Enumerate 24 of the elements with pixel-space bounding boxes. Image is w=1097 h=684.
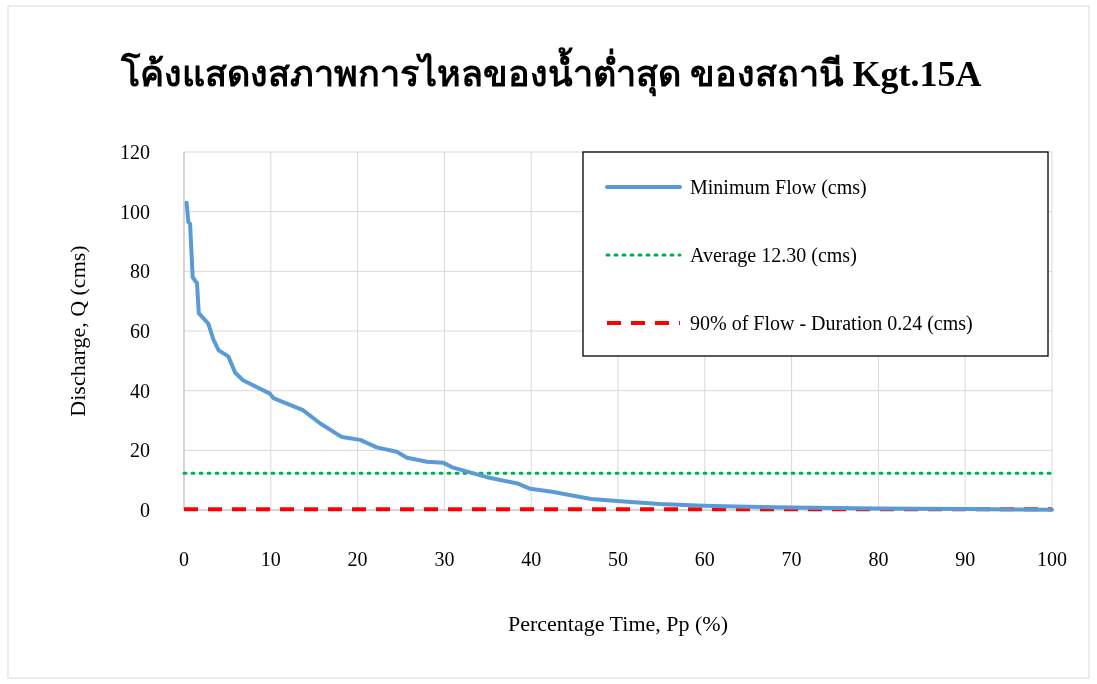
y-tick-label: 0 bbox=[140, 499, 150, 521]
y-tick-label: 40 bbox=[130, 379, 150, 402]
x-tick-label: 30 bbox=[434, 548, 455, 570]
x-tick-label: 100 bbox=[1037, 548, 1067, 570]
x-tick-label: 40 bbox=[521, 548, 542, 570]
x-tick-label: 50 bbox=[608, 548, 628, 570]
legend-label: 90% of Flow - Duration 0.24 (cms) bbox=[690, 312, 973, 335]
x-axis-title: Percentage Time, Pp (%) bbox=[508, 611, 728, 636]
x-tick-label: 0 bbox=[179, 548, 189, 570]
y-tick-label: 120 bbox=[120, 141, 150, 163]
x-tick-label: 10 bbox=[260, 548, 281, 570]
y-tick-label: 100 bbox=[120, 200, 150, 223]
chart-title: โค้งแสดงสภาพการไหลของน้ำต่ำสุด ของสถานี Kgt.15A bbox=[119, 47, 982, 97]
x-tick-label: 70 bbox=[781, 548, 802, 570]
y-tick-label: 20 bbox=[130, 439, 150, 462]
x-tick-label: 80 bbox=[868, 548, 889, 570]
x-tick-label: 90 bbox=[955, 548, 976, 570]
x-tick-label: 60 bbox=[694, 548, 715, 570]
y-tick-label: 80 bbox=[130, 260, 150, 283]
x-tick-label: 20 bbox=[347, 548, 368, 570]
legend-label: Minimum Flow (cms) bbox=[690, 176, 867, 199]
y-tick-label: 60 bbox=[130, 320, 150, 342]
y-axis-title: Discharge, Q (cms) bbox=[65, 245, 90, 417]
legend-label: Average 12.30 (cms) bbox=[690, 244, 857, 267]
